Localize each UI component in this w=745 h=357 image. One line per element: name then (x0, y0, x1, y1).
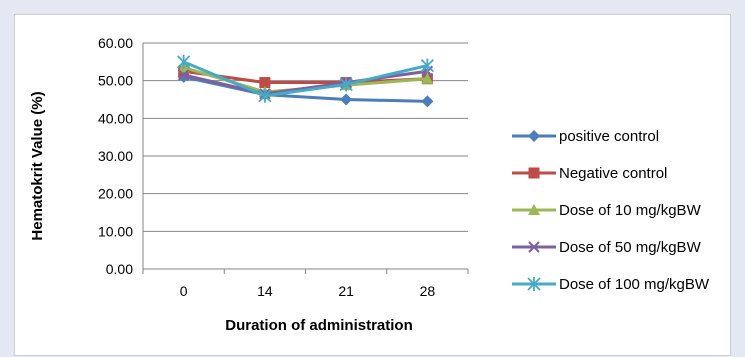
x-axis-title: Duration of administration (225, 317, 413, 334)
axes: 0.00 10.00 20.00 30.00 40.00 50.00 60.00 0 14 21 2… (98, 35, 469, 299)
data-point (340, 93, 353, 106)
legend-item: Dose of 10 mg/kgBW (512, 202, 702, 219)
legend: positive control Negative control Dose of … (512, 128, 710, 293)
legend-label: Dose of 10 mg/kgBW (559, 202, 702, 219)
chart-frame: 0.00 10.00 20.00 30.00 40.00 50.00 60.00 0 14 21 2… (14, 14, 731, 356)
x-tick-label: 14 (257, 283, 273, 299)
series-line (183, 69, 428, 96)
data-point (177, 69, 190, 81)
data-point (339, 77, 353, 92)
x-tick-label: 21 (338, 283, 354, 299)
legend-item: Dose of 50 mg/kgBW (512, 239, 702, 256)
series-lines (176, 54, 435, 108)
data-point (421, 95, 434, 108)
data-point (527, 277, 541, 291)
data-point (528, 167, 540, 179)
legend-label: Dose of 100 mg/kgBW (559, 276, 710, 293)
data-point (259, 77, 271, 89)
legend-item: positive control (512, 128, 659, 145)
y-tick-label: 10.00 (98, 223, 133, 239)
y-axis-title: Hematokrit Value (%) (29, 91, 46, 240)
y-tick-label: 0.00 (106, 261, 133, 277)
legend-item: Dose of 100 mg/kgBW (512, 276, 710, 293)
data-point (528, 204, 540, 215)
y-tick-label: 40.00 (98, 110, 133, 126)
line-chart: 0.00 10.00 20.00 30.00 40.00 50.00 60.00 0 14 21 2… (29, 35, 710, 334)
series-5 (176, 54, 435, 103)
data-point (176, 54, 191, 69)
y-tick-label: 30.00 (98, 148, 133, 164)
y-tick-label: 50.00 (98, 73, 133, 89)
x-tick-label: 28 (420, 283, 436, 299)
legend-label: Dose of 50 mg/kgBW (559, 239, 702, 256)
legend-label: positive control (559, 128, 659, 145)
data-point (528, 241, 540, 253)
legend-item: Negative control (512, 165, 667, 182)
data-point (528, 130, 540, 142)
series-line (183, 60, 428, 98)
x-tick-label: 0 (180, 283, 188, 299)
y-tick-label: 60.00 (98, 35, 133, 51)
data-point (420, 58, 435, 73)
data-point (258, 88, 272, 103)
y-tick-label: 20.00 (98, 186, 133, 202)
legend-label: Negative control (559, 165, 667, 182)
data-point (421, 72, 434, 84)
